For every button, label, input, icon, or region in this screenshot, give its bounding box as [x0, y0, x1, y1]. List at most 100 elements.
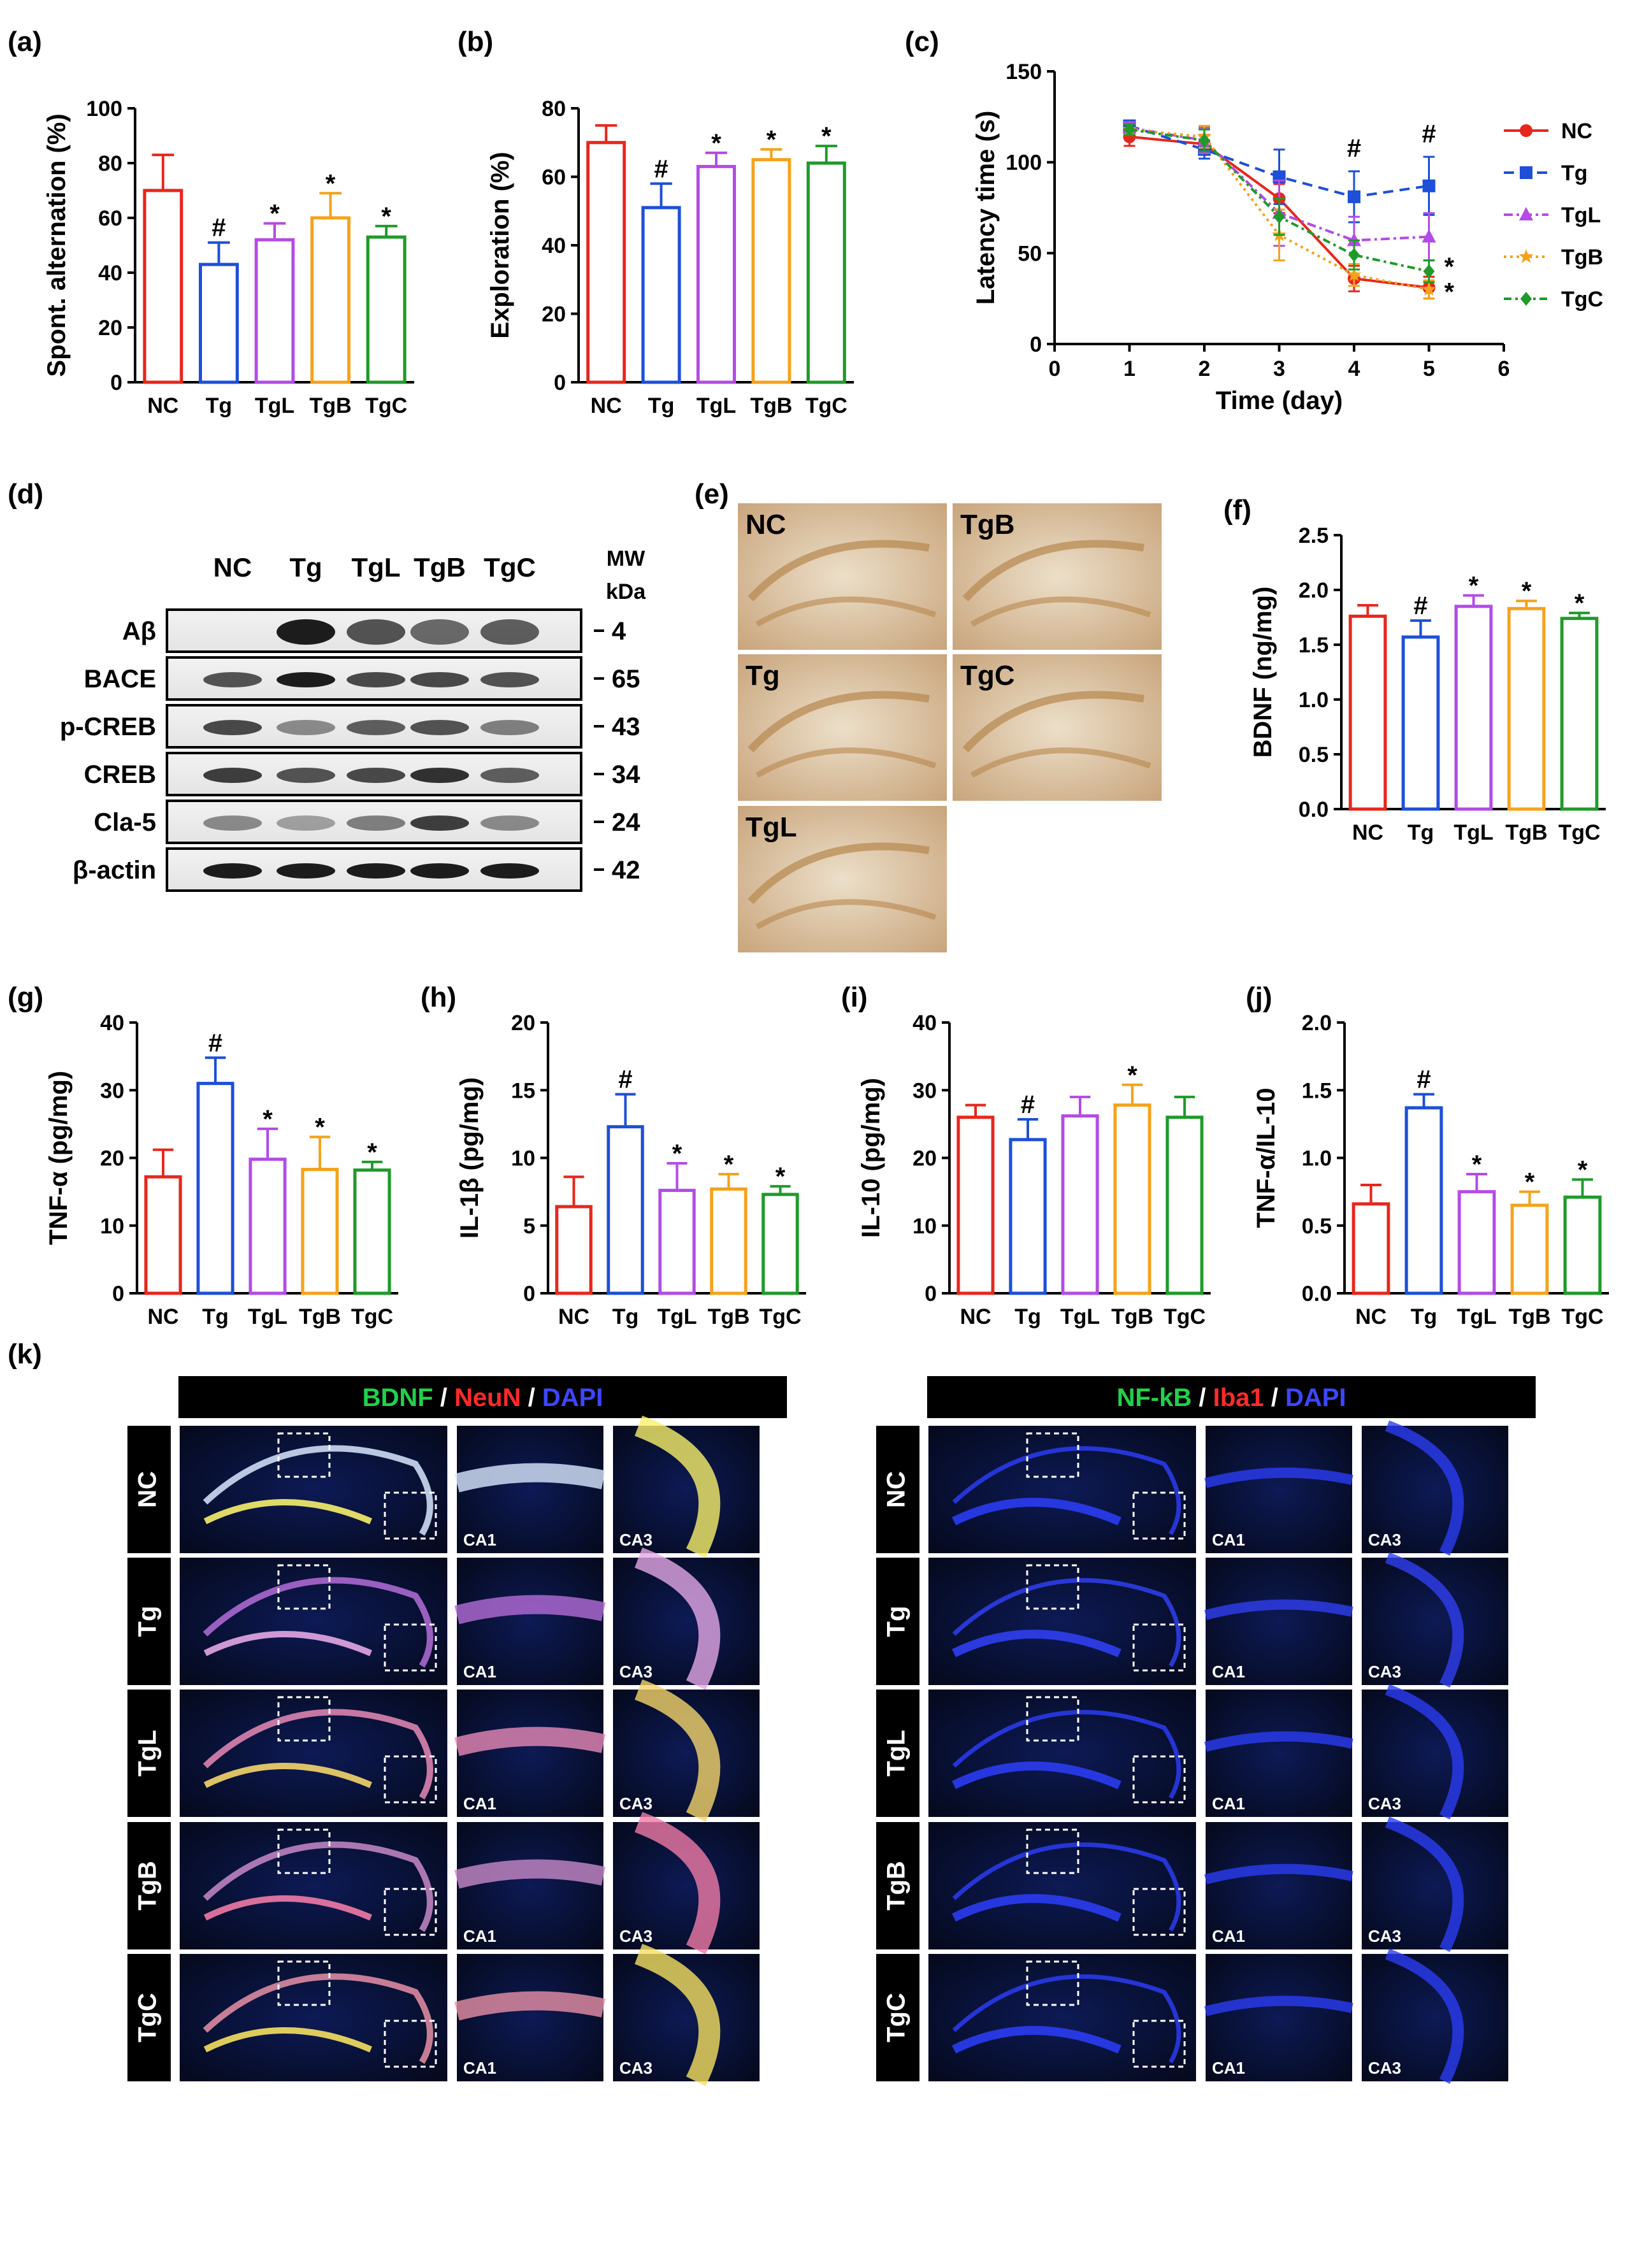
k-image-TgL-ca1-zoom: CA1 — [454, 1690, 606, 1817]
k-roi-ca1 — [1026, 1564, 1079, 1610]
y-tick-label: 40 — [542, 234, 566, 258]
k-roi-ca1 — [277, 1828, 331, 1874]
k-ca1-layer — [454, 1463, 606, 1493]
k-image-TgB-overview — [928, 1822, 1196, 1949]
ihc-label: TgC — [960, 660, 1015, 691]
ihc-dentate-band — [970, 747, 1151, 778]
k-right-title: NF-kB / Iba1 / DAPI — [1116, 1384, 1346, 1412]
bar-TgC — [366, 235, 407, 384]
x-tick-label: TgB — [707, 1305, 749, 1329]
chart-a-spont-alternation: 0 20 40 60 80 100 NC Tg # TgL * TgB * TgC * Spont. alte… — [43, 97, 414, 418]
title-part: Iba1 — [1213, 1384, 1264, 1412]
k-image-bg — [457, 1690, 603, 1817]
k-row-label-right-bg — [876, 1426, 919, 1553]
blot-mw-value: 43 — [612, 713, 640, 741]
significance-mark: # — [1417, 1066, 1431, 1094]
blot-band — [347, 672, 405, 687]
y-tick-label: 80 — [98, 152, 122, 176]
k-image-bg — [457, 1558, 603, 1685]
blot-band — [410, 815, 469, 831]
blot-band — [410, 863, 469, 879]
y-tick-label: 100 — [86, 97, 122, 121]
x-tick-label: 1 — [1123, 357, 1136, 381]
x-axis-label: Time (day) — [1216, 387, 1343, 415]
k-image-TgB-ca3-zoom: CA3 — [1362, 1816, 1508, 1953]
k-image-TgL-overview — [928, 1690, 1196, 1817]
title-part: DAPI — [1285, 1384, 1346, 1412]
x-tick-label: 0 — [1049, 357, 1061, 381]
ihc-label: NC — [746, 509, 786, 540]
blot-mw-value: 4 — [612, 617, 626, 645]
k-image-TgB-ca1-zoom: CA1 — [454, 1822, 606, 1949]
legend-marker-TgB — [1518, 249, 1534, 263]
legend-label: Tg — [1561, 161, 1588, 185]
bar-NC — [144, 1175, 182, 1295]
k-row-label-right-bg — [876, 1558, 919, 1685]
k-roi-ca3 — [384, 1888, 437, 1936]
y-tick-label: 80 — [542, 97, 566, 121]
k-row-label-left: TgB — [134, 1861, 162, 1911]
k-row-label-right-bg — [876, 1690, 919, 1817]
chart-j-ratio: 0.0 0.5 1.0 1.5 2.0 NC Tg # TgL * TgB * TgC * TNF-α/IL… — [1252, 1011, 1609, 1329]
k-region-label: CA1 — [1212, 1530, 1245, 1549]
blot-protein-label: Cla-5 — [94, 808, 156, 836]
data-point-Tg — [1422, 179, 1436, 192]
significance-mark: # — [618, 1066, 632, 1094]
k-region-label: CA1 — [463, 2058, 496, 2078]
blot-band — [410, 672, 469, 687]
k-ca3-layer — [634, 1679, 721, 1822]
x-tick-label: TgL — [696, 394, 736, 418]
bar-TgL — [249, 1158, 287, 1295]
bar-NC — [555, 1205, 593, 1295]
k-region-label: CA1 — [463, 1662, 496, 1681]
x-tick-label: TgL — [1457, 1305, 1496, 1329]
panel-label-d: (d) — [8, 478, 43, 510]
title-part: / — [433, 1384, 454, 1412]
k-image-bg — [928, 1690, 1196, 1817]
panel-label-a: (a) — [8, 26, 42, 57]
y-tick-label: 0.5 — [1302, 1214, 1332, 1238]
legend-label: NC — [1561, 119, 1592, 143]
k-dentate-gyrus — [951, 2026, 1121, 2054]
y-tick-label: 100 — [1006, 151, 1042, 175]
x-tick-label: NC — [147, 394, 178, 418]
ihc-label: TgB — [960, 509, 1015, 540]
x-tick-label: 4 — [1348, 357, 1360, 381]
k-ca1-layer — [454, 1726, 606, 1756]
k-ca3-layer — [1385, 1816, 1464, 1953]
x-tick-label: NC — [147, 1305, 178, 1329]
k-roi-ca3 — [1132, 2020, 1186, 2068]
k-image-bg — [1206, 1690, 1352, 1817]
k-image-Tg-overview — [928, 1558, 1196, 1685]
significance-mark: * — [1472, 1151, 1482, 1179]
k-region-label: CA3 — [1368, 1927, 1401, 1946]
k-region-label: CA1 — [1212, 1662, 1245, 1681]
blot-band — [203, 768, 262, 783]
blot-band — [277, 720, 335, 735]
k-image-NC-ca1-zoom: CA1 — [1204, 1426, 1353, 1553]
y-tick-label: 60 — [542, 166, 566, 190]
k-roi-ca1 — [1026, 1828, 1079, 1874]
ihc-dentate-band — [755, 747, 937, 778]
panel-label-j: (j) — [1246, 982, 1273, 1013]
k-roi-ca1 — [277, 1432, 331, 1478]
k-left-bar — [178, 1376, 787, 1418]
x-tick-label: TgL — [248, 1305, 287, 1329]
y-tick-label: 1.0 — [1302, 1147, 1332, 1171]
blot-lane-label: NC — [213, 552, 252, 582]
k-dentate-gyrus — [951, 1630, 1121, 1658]
k-cell-layer — [203, 1841, 433, 1932]
significance-mark: # — [1021, 1091, 1035, 1119]
k-image-TgC-overview — [180, 1954, 447, 2081]
blot-band — [277, 672, 335, 687]
y-tick-label: 0 — [112, 1282, 124, 1306]
x-tick-label: NC — [591, 394, 622, 418]
k-row-label-right: TgB — [883, 1861, 911, 1911]
bar-Tg — [1009, 1138, 1047, 1295]
x-tick-label: TgL — [657, 1305, 696, 1329]
k-dentate-gyrus — [203, 1763, 372, 1788]
legend-marker-Tg — [1520, 166, 1532, 179]
blot-band — [410, 619, 469, 645]
significance-mark: * — [1445, 253, 1455, 281]
k-image-Tg-overview — [180, 1558, 447, 1685]
